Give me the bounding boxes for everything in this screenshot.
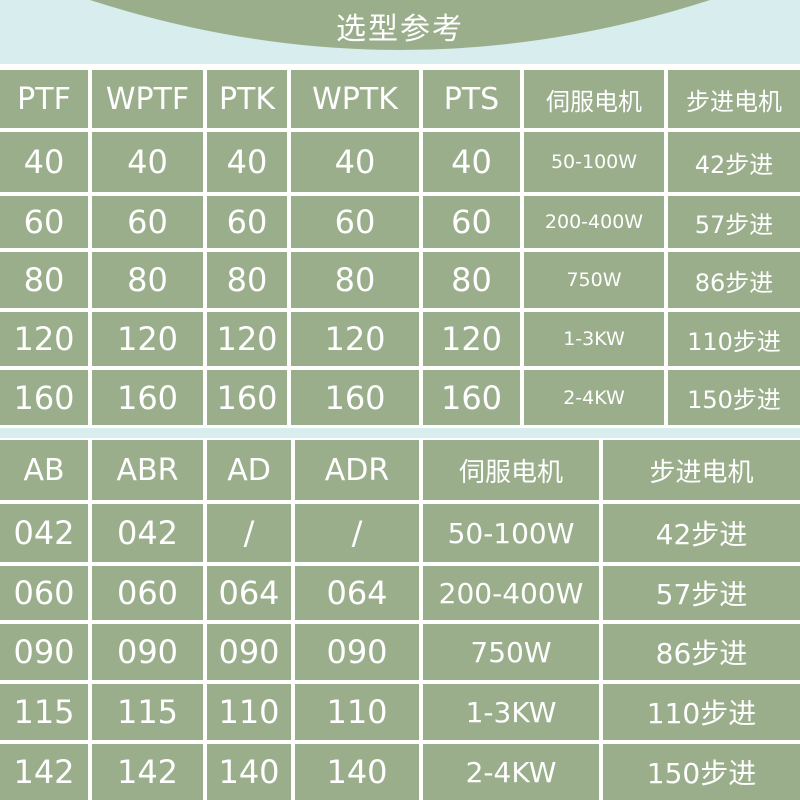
- table-cell: 40: [423, 132, 520, 192]
- table-cell: /: [295, 504, 419, 562]
- header-cell: AB: [0, 440, 88, 500]
- table-cell: 110: [207, 684, 291, 740]
- header-cell: 伺服电机: [423, 440, 599, 500]
- table-cell: 115: [0, 684, 88, 740]
- table-cell: 200-400W: [524, 196, 664, 248]
- table-cell: 42步进: [603, 504, 800, 562]
- table-cell: 1-3KW: [423, 684, 599, 740]
- table-cell: 40: [92, 132, 203, 192]
- table-cell: 2-4KW: [524, 370, 664, 425]
- table-cell: 57步进: [668, 196, 800, 248]
- table-cell: 1-3KW: [524, 312, 664, 366]
- table-cell: 80: [423, 252, 520, 308]
- page-title: 选型参考: [336, 12, 464, 47]
- table-cell: 160: [423, 370, 520, 425]
- table-cell: 57步进: [603, 566, 800, 620]
- table-cell: 80: [291, 252, 419, 308]
- header-cell: PTS: [423, 70, 520, 128]
- table-cell: 2-4KW: [423, 744, 599, 800]
- table-cell: 86步进: [603, 624, 800, 680]
- table-cell: 120: [423, 312, 520, 366]
- table-cell: 120: [291, 312, 419, 366]
- table-cell: 86步进: [668, 252, 800, 308]
- table-cell: 50-100W: [524, 132, 664, 192]
- table-cell: 110步进: [668, 312, 800, 366]
- header-cell: WPTK: [291, 70, 419, 128]
- table-cell: 120: [92, 312, 203, 366]
- table-cell: 090: [295, 624, 419, 680]
- table-cell: 115: [92, 684, 203, 740]
- table-cell: 042: [92, 504, 203, 562]
- table-cell: 60: [92, 196, 203, 248]
- table-cell: 064: [295, 566, 419, 620]
- header-cell: ADR: [295, 440, 419, 500]
- table-cell: 42步进: [668, 132, 800, 192]
- table-cell: 160: [92, 370, 203, 425]
- table-cell: 160: [291, 370, 419, 425]
- table-cell: /: [207, 504, 291, 562]
- table-cell: 090: [207, 624, 291, 680]
- table-cell: 60: [423, 196, 520, 248]
- header-cell: WPTF: [92, 70, 203, 128]
- table-cell: 40: [207, 132, 287, 192]
- table-cell: 142: [0, 744, 88, 800]
- table-cell: 60: [0, 196, 88, 248]
- table-cell: 120: [0, 312, 88, 366]
- table-cell: 160: [0, 370, 88, 425]
- table-cell: 090: [92, 624, 203, 680]
- table-cell: 80: [92, 252, 203, 308]
- table-cell: 060: [0, 566, 88, 620]
- table-cell: 80: [207, 252, 287, 308]
- table-cell: 150步进: [603, 744, 800, 800]
- table-cell: 50-100W: [423, 504, 599, 562]
- table-cell: 120: [207, 312, 287, 366]
- header-cell: 伺服电机: [524, 70, 664, 128]
- table-cell: 40: [291, 132, 419, 192]
- header-cell: PTK: [207, 70, 287, 128]
- table-cell: 40: [0, 132, 88, 192]
- table-cell: 160: [207, 370, 287, 425]
- header-cell: AD: [207, 440, 291, 500]
- table-cell: 140: [207, 744, 291, 800]
- table-cell: 80: [0, 252, 88, 308]
- header-cell: 步进电机: [668, 70, 800, 128]
- table-cell: 750W: [423, 624, 599, 680]
- table-cell: 090: [0, 624, 88, 680]
- table-cell: 750W: [524, 252, 664, 308]
- table-cell: 150步进: [668, 370, 800, 425]
- table-cell: 110: [295, 684, 419, 740]
- table-cell: 110步进: [603, 684, 800, 740]
- separator: [0, 428, 800, 438]
- header-cell: 步进电机: [603, 440, 800, 500]
- table-cell: 200-400W: [423, 566, 599, 620]
- table-cell: 142: [92, 744, 203, 800]
- header-cell: ABR: [92, 440, 203, 500]
- table-cell: 042: [0, 504, 88, 562]
- table-cell: 60: [207, 196, 287, 248]
- table-cell: 60: [291, 196, 419, 248]
- table-cell: 140: [295, 744, 419, 800]
- header-cell: PTF: [0, 70, 88, 128]
- table-cell: 060: [92, 566, 203, 620]
- banner: [0, 0, 800, 64]
- table-cell: 064: [207, 566, 291, 620]
